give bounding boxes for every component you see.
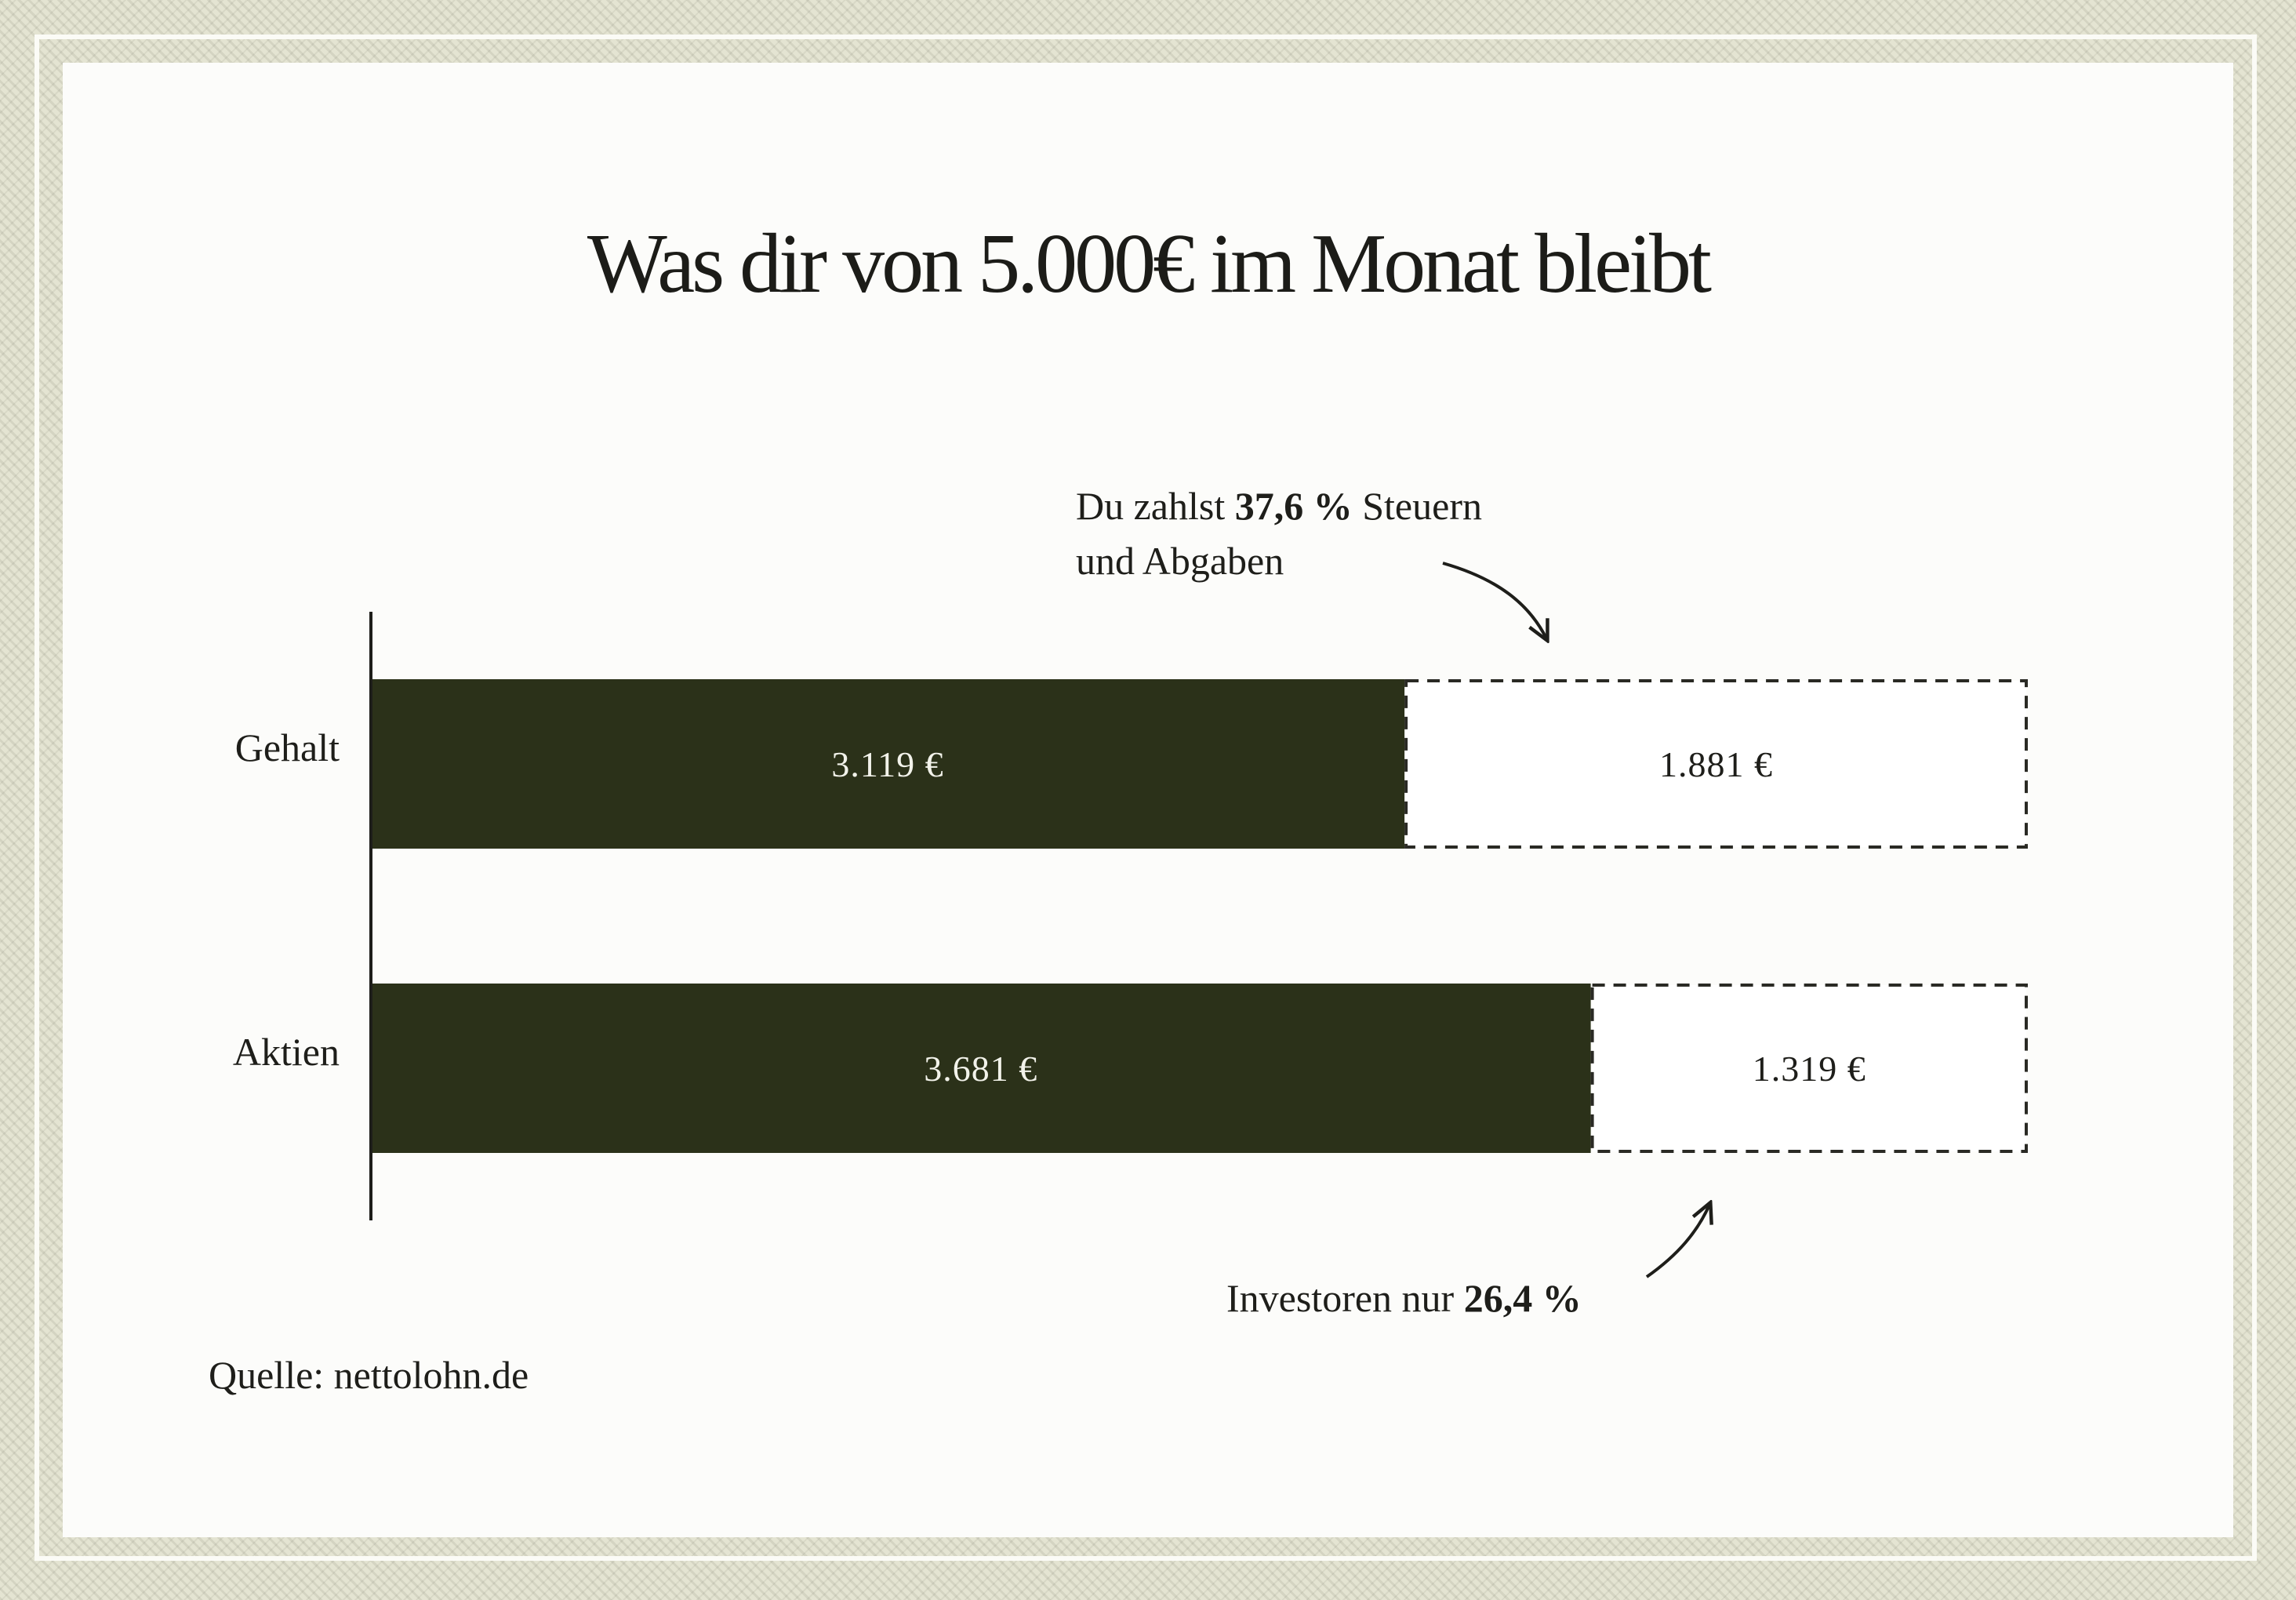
data-label-gehalt-segment-2: 1.881 € <box>1659 744 1773 784</box>
category-label-gehalt: Gehalt <box>235 725 340 769</box>
source-note: Quelle: nettolohn.de <box>209 1353 529 1397</box>
annotation-investors: Investoren nur 26,4 % <box>1226 1276 1582 1320</box>
annotation-taxes-prefix: Du zahlst <box>1076 484 1235 528</box>
annotation-taxes-line2: und Abgaben <box>1076 539 1284 583</box>
data-label-aktien-segment-1: 3.681 € <box>924 1049 1037 1089</box>
data-label-aktien-segment-2: 1.319 € <box>1753 1049 1866 1089</box>
bar-gehalt-segment-2 <box>1404 679 2028 849</box>
chart-panel: Was dir von 5.000€ im Monat bleibt 3.119… <box>63 63 2233 1537</box>
annotation-taxes-arrow <box>1442 562 1546 638</box>
bar-aktien-segment-2 <box>1590 984 2028 1153</box>
annotation-taxes-percent: 37,6 % <box>1235 484 1353 528</box>
frame-inner-line <box>35 35 2257 1561</box>
annotation-investors-arrow <box>1645 1205 1709 1278</box>
bar-gehalt-segment-1 <box>371 679 1405 849</box>
bar-aktien-segment-1 <box>371 984 1591 1153</box>
annotation-taxes-suffix: Steuern <box>1353 484 1482 528</box>
chart-title: Was dir von 5.000€ im Monat bleibt <box>587 217 1712 311</box>
bars-layer: 3.119 € 1.881 € 3.681 € 1.319 € <box>371 679 2028 1153</box>
data-label-gehalt-segment-1: 3.119 € <box>831 744 943 784</box>
chart-canvas: Was dir von 5.000€ im Monat bleibt 3.119… <box>209 217 2028 1397</box>
annotation-investors-percent: 26,4 % <box>1464 1276 1582 1320</box>
category-label-aktien: Aktien <box>233 1030 340 1074</box>
annotation-taxes-line1: Du zahlst 37,6 % Steuern <box>1076 484 1482 528</box>
annotation-investors-prefix: Investoren nur <box>1226 1276 1464 1320</box>
